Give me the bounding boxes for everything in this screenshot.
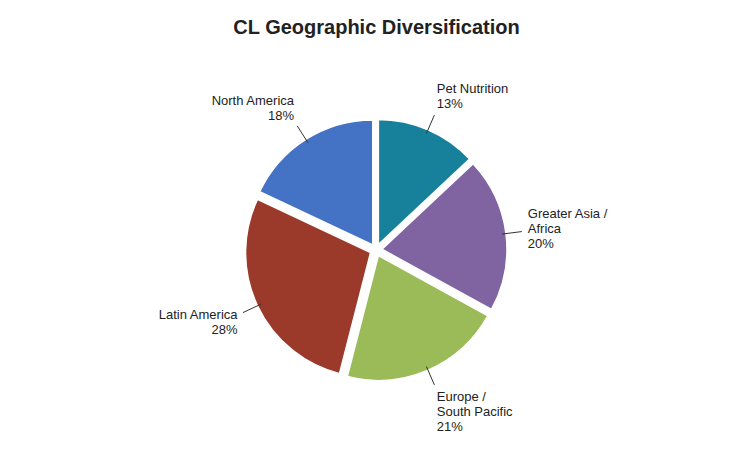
title: CL Geographic Diversification [233,16,519,38]
slice-label: Pet Nutrition13% [437,81,509,111]
slice-label-line: North America [212,93,295,108]
pie [246,119,507,380]
slice-label: Latin America28% [159,307,239,337]
leader-line [426,367,434,385]
slice-label-line: 21% [437,419,463,434]
slice-label-line: South Pacific [437,404,513,419]
slice-label: North America18% [212,93,295,123]
slice-label-line: 18% [268,108,294,123]
chart: CL Geographic Diversification North Ameri… [0,0,753,451]
slice-label-line: Africa [528,221,562,236]
leader-line [426,115,434,133]
leader-line [243,304,261,313]
labels: North America18% Latin America28% Europe /… [159,81,608,434]
slice-label: Europe /South Pacific21% [437,389,513,434]
leader-line [297,126,308,143]
slice-label-line: 13% [437,96,463,111]
slice-label-line: 20% [528,236,554,251]
slice-label-line: Latin America [159,307,239,322]
pie-slice [246,199,371,373]
slice-label: Greater Asia /Africa20% [528,206,608,251]
slice-label-line: Greater Asia / [528,206,608,221]
slice-label-line: Europe / [437,389,487,404]
pie-slice [378,119,469,244]
slice-label-line: 28% [212,322,238,337]
leader-line [502,232,522,235]
slice-label-line: Pet Nutrition [437,81,509,96]
